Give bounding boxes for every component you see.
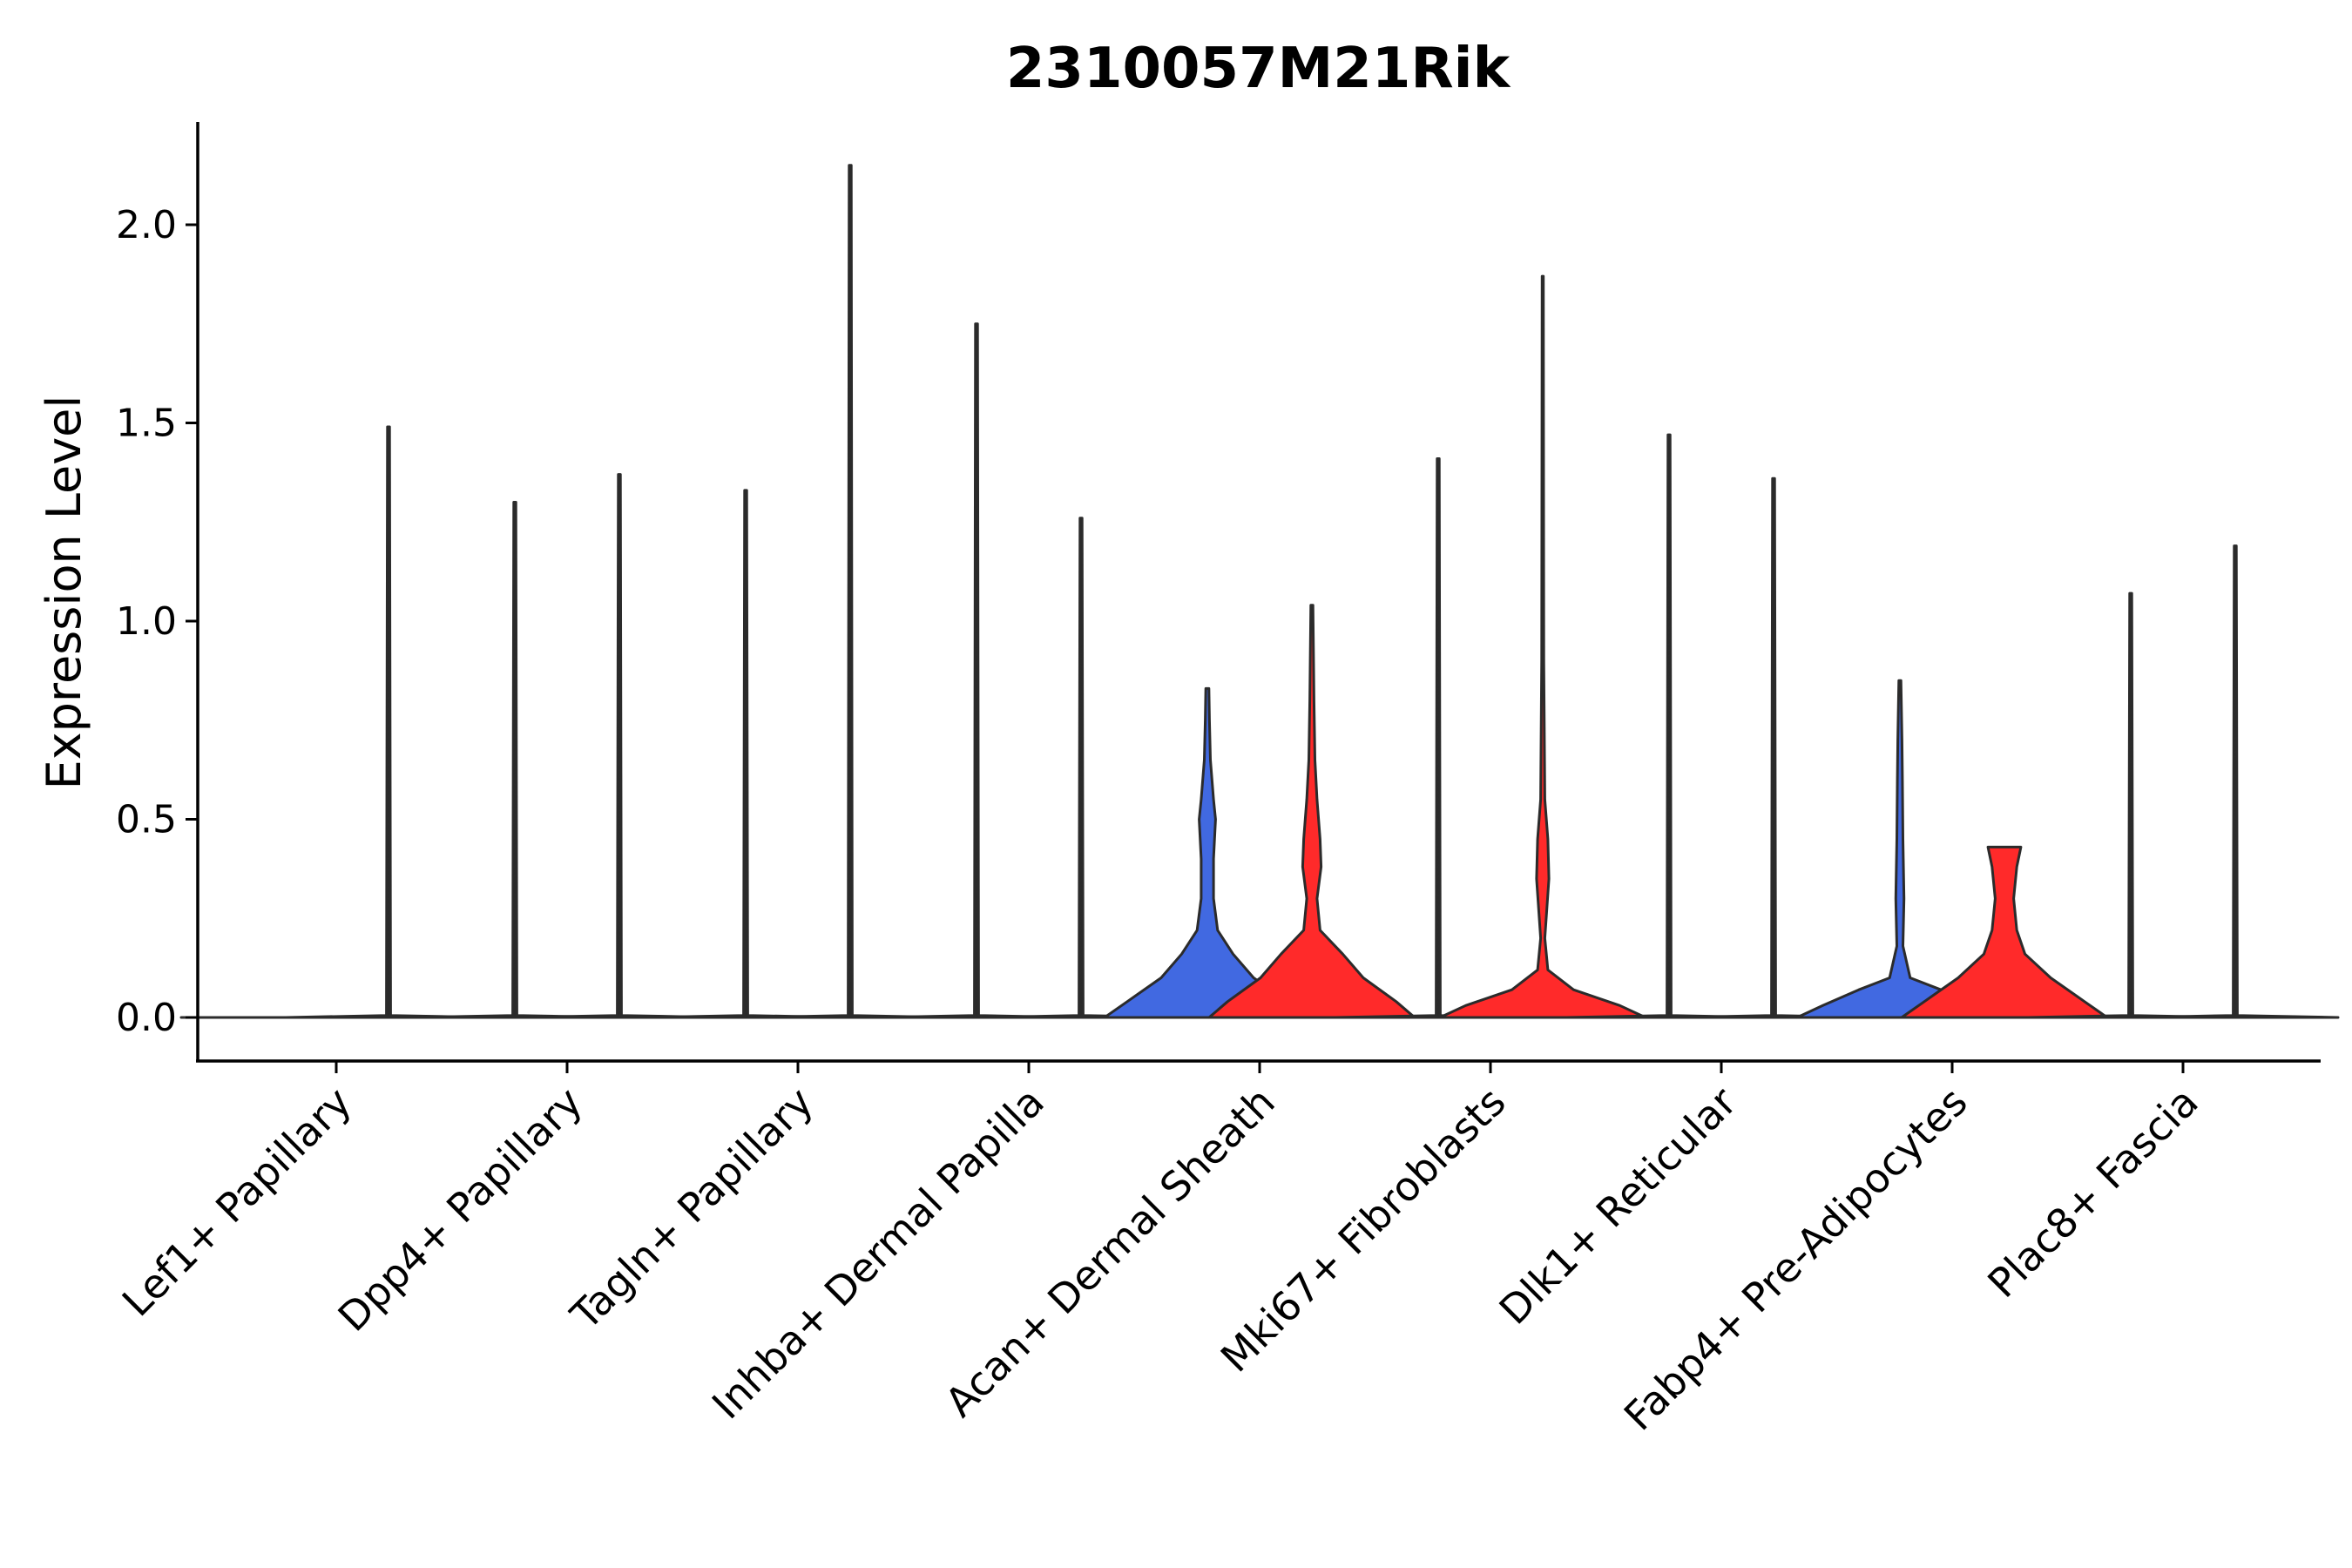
x-category-label: Lef1+ Papillary (113, 1078, 361, 1326)
violin-1-1 (515, 473, 724, 1019)
violin-4-1 (1207, 604, 1416, 1019)
violin-1-0 (410, 501, 619, 1019)
violin-8-1 (2131, 544, 2340, 1019)
x-category-label: Tagln+ Papillary (561, 1078, 822, 1340)
violin-2-0 (641, 489, 850, 1019)
x-category-label: Dlk1+ Reticular (1490, 1078, 1746, 1334)
y-tick-label: 1.0 (116, 599, 177, 644)
violin-5-1 (1438, 274, 1647, 1019)
violin-5-0 (1334, 457, 1543, 1019)
violins-layer (179, 164, 2340, 1019)
x-category-label: Dpp4+ Papillary (329, 1078, 591, 1341)
y-tick-label: 2.0 (116, 203, 177, 247)
violin-6-0 (1565, 433, 1774, 1019)
x-category-label: Plac8+ Fascia (1978, 1078, 2207, 1307)
y-axis-label: Expression Level (37, 395, 91, 790)
y-tick-label: 0.0 (116, 996, 177, 1040)
violin-2-1 (746, 164, 955, 1019)
y-tick-label: 1.5 (116, 402, 177, 446)
violin-0-1 (284, 425, 493, 1019)
violin-7-1 (1900, 845, 2109, 1019)
violin-8-0 (2026, 591, 2235, 1019)
chart-title: 2310057M21Rik (1006, 37, 1511, 101)
y-ticks: 0.0 0.5 1.0 1.5 2.0 (116, 203, 198, 1040)
violin-4-0 (1103, 686, 1312, 1019)
violin-3-0 (872, 322, 1081, 1019)
violin-7-0 (1795, 679, 2004, 1019)
violin-6-1 (1669, 476, 1878, 1019)
violin-3-1 (977, 517, 1186, 1019)
y-tick-label: 0.5 (116, 798, 177, 842)
